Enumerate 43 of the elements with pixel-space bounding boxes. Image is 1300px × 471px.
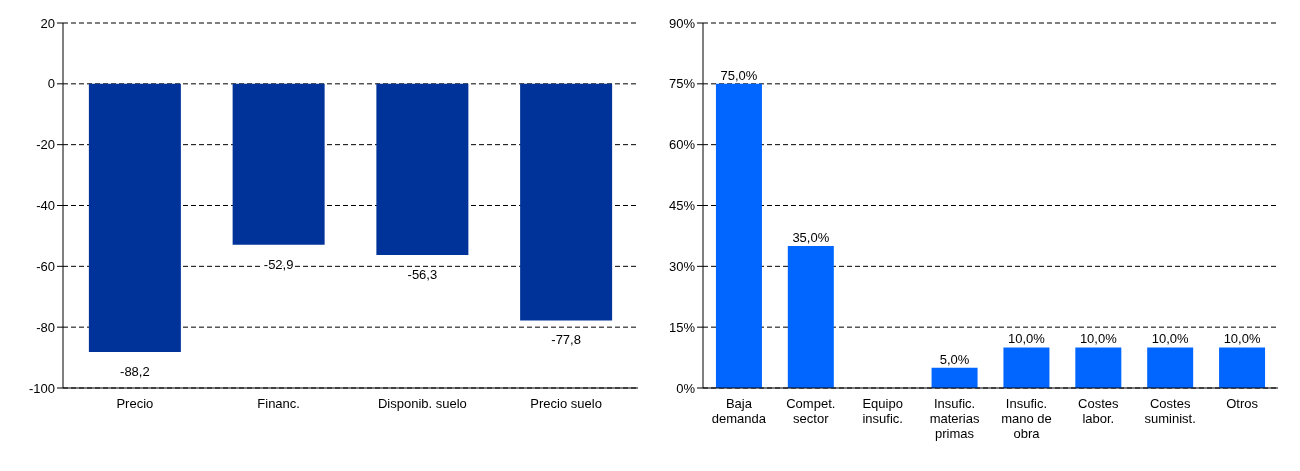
x-tick-label: Insufic. materias primas xyxy=(929,396,980,441)
x-tick-label: Precio xyxy=(116,396,154,411)
data-label: 10,0% xyxy=(1223,331,1261,347)
data-label: 10,0% xyxy=(1008,331,1046,347)
data-label: 35,0% xyxy=(792,230,830,246)
bar xyxy=(931,367,978,388)
x-tick-label: Costes suminist. xyxy=(1144,396,1196,426)
x-tick-label: Disponib. suelo xyxy=(377,396,467,411)
y-tick-label: -40 xyxy=(36,198,55,214)
x-tick-label: Baja demanda xyxy=(711,396,767,426)
y-tick-label: 30% xyxy=(668,258,696,274)
data-label: 10,0% xyxy=(1151,331,1190,347)
bar xyxy=(1075,347,1122,388)
y-tick-label: 75% xyxy=(668,76,696,92)
data-label: -56,3 xyxy=(407,267,438,283)
y-tick-label: 0 xyxy=(47,76,55,92)
data-label: -88,2 xyxy=(120,364,150,380)
y-tick-label: 20 xyxy=(40,15,55,31)
y-tick-label: 15% xyxy=(668,319,696,335)
y-tick-label: 45% xyxy=(668,198,696,214)
x-tick-label: Compet. sector xyxy=(786,396,836,426)
bar xyxy=(1219,347,1266,388)
y-tick-label: 60% xyxy=(668,137,696,153)
x-tick-label: Equipo insufic. xyxy=(862,396,903,426)
data-label: -77,8 xyxy=(551,332,581,348)
bar xyxy=(1003,347,1050,388)
y-tick-label: -20 xyxy=(36,137,55,153)
data-label: 75,0% xyxy=(720,67,758,83)
x-tick-label: Otros xyxy=(1226,396,1259,411)
x-tick-label: Precio suelo xyxy=(530,396,602,411)
bar xyxy=(787,246,834,388)
y-tick-label: -100 xyxy=(28,380,55,396)
data-label: 5,0% xyxy=(939,351,970,367)
x-tick-label: Financ. xyxy=(257,396,300,411)
y-tick-label: 0% xyxy=(676,380,696,396)
x-tick-label: Costes labor. xyxy=(1078,396,1120,426)
bar xyxy=(715,83,762,388)
y-tick-label: -80 xyxy=(36,319,55,335)
x-tick-label: Insufic. mano de obra xyxy=(1001,396,1052,441)
data-label: 10,0% xyxy=(1079,331,1118,347)
y-tick-label: -60 xyxy=(36,258,55,274)
bar xyxy=(1147,347,1194,388)
y-tick-label: 90% xyxy=(668,15,696,31)
